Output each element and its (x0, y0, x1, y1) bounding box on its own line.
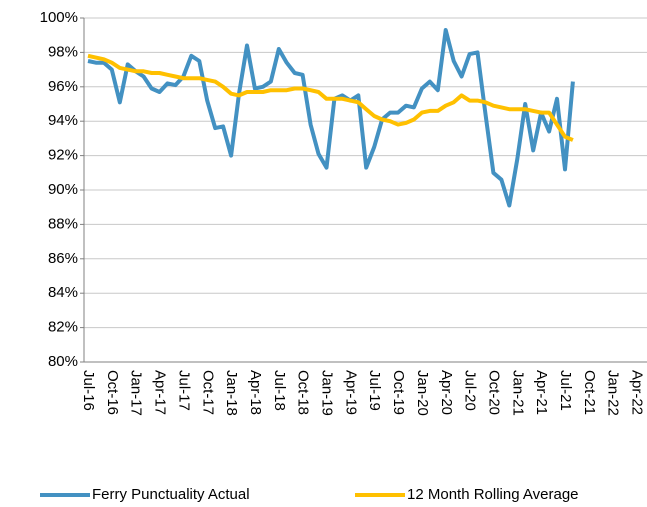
x-tick-label: Apr-19 (342, 370, 359, 415)
series-line (87, 28, 575, 208)
x-tick-label: Oct-21 (581, 370, 598, 415)
x-tick-label: Jan-18 (223, 370, 240, 416)
x-tick-label: Jan-21 (509, 370, 526, 416)
x-tick-label: Jan-17 (128, 370, 145, 416)
y-tick-label: 94% (48, 112, 78, 129)
y-tick-label: 90% (48, 181, 78, 198)
x-tick-label: Jul-20 (462, 370, 479, 411)
series-line (87, 53, 574, 142)
x-tick-label: Oct-20 (485, 370, 502, 415)
x-tick-label: Jul-16 (80, 370, 97, 411)
y-tick-label: 100% (40, 9, 78, 26)
x-tick-label: Jan-19 (319, 370, 336, 416)
x-tick-label: Jan-20 (414, 370, 431, 416)
x-tick-label: Apr-18 (247, 370, 264, 415)
y-tick-label: 86% (48, 250, 78, 267)
x-tick-label: Oct-18 (295, 370, 312, 415)
y-tick-label: 92% (48, 147, 78, 164)
y-tick-label: 98% (48, 43, 78, 60)
x-tick-label: Apr-22 (629, 370, 646, 415)
y-tick-label: 96% (48, 78, 78, 95)
y-tick-label: 88% (48, 215, 78, 232)
x-tick-label: Jan-22 (605, 370, 622, 416)
x-tick-label: Oct-19 (390, 370, 407, 415)
y-tick-label: 82% (48, 319, 78, 336)
x-tick-label: Apr-21 (533, 370, 550, 415)
x-tick-label: Apr-20 (438, 370, 455, 415)
y-tick-label: 80% (48, 353, 78, 370)
x-tick-label: Oct-17 (199, 370, 216, 415)
x-tick-label: Jul-17 (175, 370, 192, 411)
y-tick-label: 84% (48, 284, 78, 301)
legend-label: 12 Month Rolling Average (407, 486, 579, 503)
x-tick-label: Jul-21 (557, 370, 574, 411)
x-tick-label: Jul-18 (271, 370, 288, 411)
x-tick-label: Oct-16 (104, 370, 121, 415)
x-tick-label: Jul-19 (366, 370, 383, 411)
legend-label: Ferry Punctuality Actual (92, 486, 250, 503)
x-tick-label: Apr-17 (152, 370, 169, 415)
